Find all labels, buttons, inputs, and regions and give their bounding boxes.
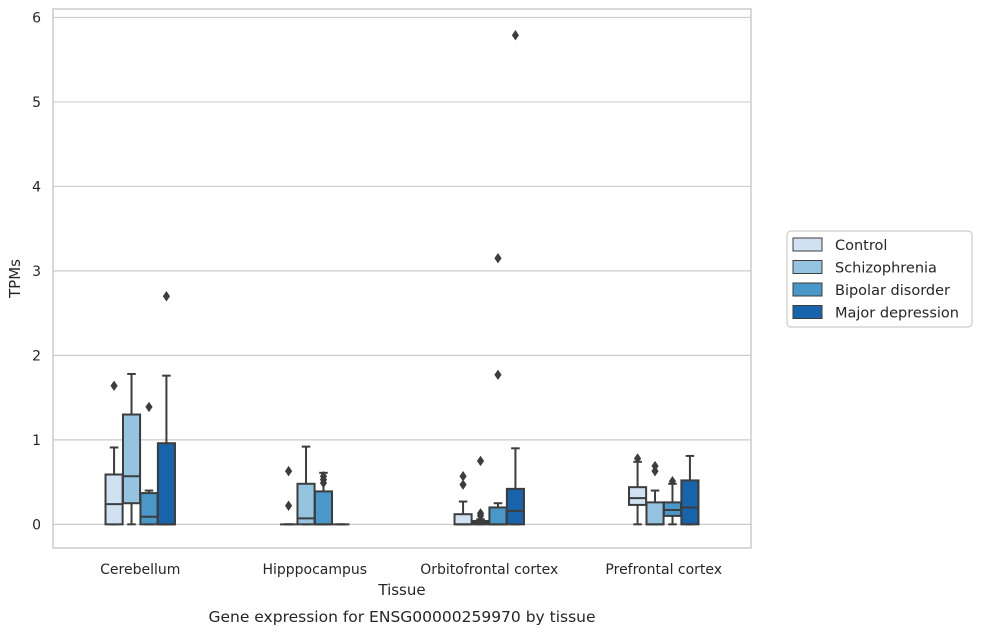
box-group <box>313 470 334 526</box>
outlier-point <box>319 470 328 482</box>
outlier-point <box>633 453 642 464</box>
outlier-point <box>459 479 467 490</box>
box-group <box>453 470 473 526</box>
box-group <box>645 460 665 526</box>
y-tick-label: 6 <box>32 10 41 26</box>
box-group <box>628 453 648 526</box>
box-group <box>104 380 124 526</box>
legend-swatch <box>792 305 823 319</box>
legend-swatch <box>792 237 823 252</box>
legend-label: Bipolar disorder <box>835 283 950 299</box>
y-tick-label: 5 <box>32 95 41 111</box>
outlier-point <box>494 253 502 264</box>
legend-label: Control <box>835 238 887 254</box>
legend: Control Schizophrenia Bipolar disorder Majo… <box>786 230 973 328</box>
outlier-point <box>284 465 293 477</box>
box-iqr <box>121 413 142 505</box>
box-group <box>139 401 159 526</box>
legend-label: Schizophrenia <box>835 261 937 277</box>
outlier-point <box>668 476 677 487</box>
gridlines <box>53 16 751 525</box>
outlier-point <box>476 508 485 519</box>
box-iqr <box>488 506 508 526</box>
box-iqr <box>680 479 700 526</box>
legend-frame <box>786 230 973 328</box>
outlier-point <box>476 455 485 467</box>
outlier-point <box>284 500 293 511</box>
y-tick-label: 2 <box>32 348 41 364</box>
legend-swatch <box>792 282 823 297</box>
y-axis-label: TPMs <box>6 259 24 299</box>
box-group <box>505 29 525 526</box>
boxes <box>104 29 700 526</box>
legend-swatch <box>792 260 823 274</box>
outlier-point <box>162 291 171 302</box>
box-iqr <box>453 513 473 526</box>
x-tick-label: Hipppocampus <box>262 562 367 578</box>
box-group <box>121 372 142 526</box>
box-iqr <box>156 442 176 526</box>
x-axis-label: Tissue <box>377 581 425 599</box>
outlier-point <box>459 470 467 482</box>
box-iqr <box>628 486 648 506</box>
box-iqr <box>139 492 159 526</box>
box-group <box>296 445 316 526</box>
plot-frame <box>52 8 752 549</box>
outlier-point <box>145 401 153 413</box>
box-group <box>470 455 491 526</box>
box-group <box>156 291 176 526</box>
chart-caption: Gene expression for ENSG00000259970 by t… <box>208 608 595 626</box>
box-group <box>662 476 683 526</box>
box-group <box>680 454 700 526</box>
box-iqr <box>104 473 124 526</box>
outlier-point <box>651 460 659 472</box>
y-tick-label: 4 <box>32 179 41 195</box>
x-tick-label: Cerebellum <box>100 562 180 578</box>
outlier-point <box>110 380 118 391</box>
box-iqr <box>505 487 525 526</box>
y-tick-label: 3 <box>32 264 41 280</box>
y-tick-label: 0 <box>32 517 41 533</box>
box-iqr <box>313 490 334 526</box>
y-tick-label: 1 <box>32 433 41 449</box>
outlier-point <box>494 369 502 381</box>
x-tick-label: Prefrontal cortex <box>605 562 722 578</box>
x-tick-label: Orbitofrontal cortex <box>420 562 558 578</box>
tick-labels: 0 1 2 3 4 5 6 Cerebellum Hipppocampus Orbitofront… <box>32 10 722 578</box>
box-group <box>280 465 298 526</box>
legend-label: Major depression <box>835 306 959 322</box>
box-iqr <box>645 501 665 526</box>
box-group <box>488 253 508 526</box>
outlier-point <box>511 29 520 41</box>
